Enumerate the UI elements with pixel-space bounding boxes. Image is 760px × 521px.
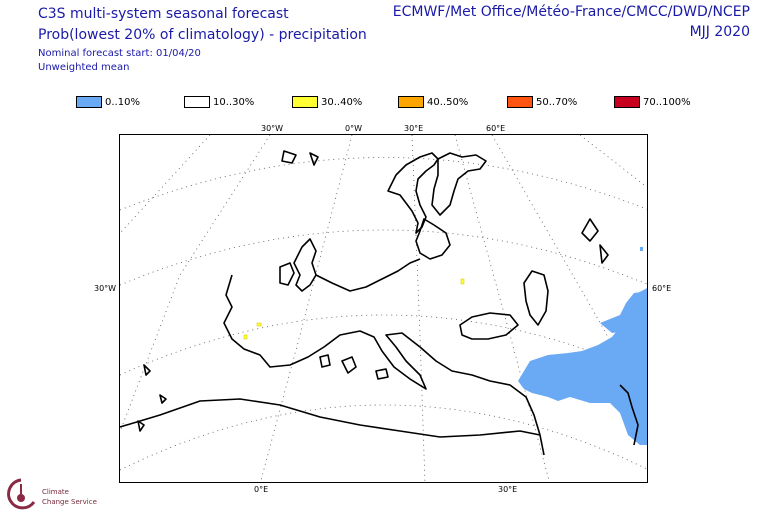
centres-text: ECMWF/Met Office/Météo-France/CMCC/DWD/N… (392, 4, 750, 20)
meridian-line (579, 135, 647, 188)
graticule-label-top: 0°W (345, 124, 362, 133)
climate-logo-icon (7, 478, 36, 510)
parallel-line (120, 157, 647, 211)
legend-swatch (614, 96, 640, 108)
legend-item: 30..40% (292, 96, 362, 108)
season-text: MJJ 2020 (689, 24, 750, 40)
legend-label: 40..50% (427, 96, 469, 108)
black-sea-coast (459, 312, 519, 340)
yellow-cell (256, 322, 262, 327)
parallel-line (120, 229, 647, 286)
scandinavia-coast (387, 152, 439, 234)
meridian-line (411, 135, 426, 482)
svalbard-coast (281, 150, 319, 166)
legend-swatch (398, 96, 424, 108)
legend-swatch (507, 96, 533, 108)
legend-label: 30..40% (321, 96, 363, 108)
europe-main-coast (223, 274, 545, 456)
legend-item: 40..50% (398, 96, 468, 108)
graticule-label-top: 60°E (486, 124, 506, 133)
meridian-line (454, 135, 550, 482)
nominal-start-text: Nominal forecast start: 01/04/20 (38, 48, 201, 59)
yellow-cell (243, 334, 248, 340)
map-canvas (120, 135, 647, 482)
legend-label: 70..100% (643, 96, 691, 108)
meridian-line (491, 135, 647, 408)
legend-swatch (76, 96, 102, 108)
mean-type-text: Unweighted mean (38, 62, 130, 73)
probability-legend: 0..10% 10..30% 30..40% 40..50% 50..70% 7… (0, 96, 760, 110)
gulf-coast (619, 384, 639, 446)
map-title: C3S multi-system seasonal forecast (38, 6, 289, 22)
graticule-label-left: 30°W (94, 284, 117, 293)
yellow-cell (460, 278, 465, 285)
blue-area-speck (640, 247, 643, 251)
coastlines (120, 150, 639, 456)
parallel-line (120, 404, 647, 471)
graticule-label-top: 30°E (404, 124, 424, 133)
baltic-coast (415, 218, 451, 260)
blue-area-caspian (600, 291, 647, 333)
north-sea-coast (315, 258, 421, 292)
legend-swatch (292, 96, 318, 108)
legend-label: 50..70% (536, 96, 578, 108)
legend-label: 0..10% (105, 96, 140, 108)
mediterranean-islands (319, 354, 389, 380)
probability-areas-0-10 (518, 247, 647, 445)
finland-coast (431, 152, 487, 216)
graticule-label-bottom: 0°E (254, 485, 269, 494)
legend-item: 50..70% (507, 96, 577, 108)
caspian-coast (523, 270, 549, 326)
graticule-label-top: 30°W (261, 124, 284, 133)
meridian-line (120, 135, 211, 234)
legend-swatch (184, 96, 210, 108)
logo-text: Change Service (42, 498, 97, 506)
graticule-label-right: 60°E (652, 284, 672, 293)
meridian-line (260, 135, 353, 482)
legend-item: 70..100% (614, 96, 691, 108)
atlantic-islands (137, 364, 167, 432)
meridian-line (120, 135, 271, 433)
legend-label: 10..30% (213, 96, 255, 108)
logo-text: Climate (42, 488, 69, 496)
legend-item: 10..30% (184, 96, 254, 108)
forecast-map (119, 134, 648, 483)
copernicus-logo: Climate Change Service (4, 476, 114, 520)
britain-coast (293, 238, 317, 292)
africa-coast (120, 398, 541, 438)
ireland-coast (279, 262, 295, 286)
probability-areas-30-40 (243, 278, 465, 340)
blue-area-middle-east (518, 288, 647, 445)
legend-item: 0..10% (76, 96, 140, 108)
graticule-label-bottom: 30°E (498, 485, 518, 494)
map-subtitle: Prob(lowest 20% of climatology) - precip… (38, 27, 367, 43)
graticule (120, 135, 647, 482)
urals-coast (581, 218, 609, 264)
